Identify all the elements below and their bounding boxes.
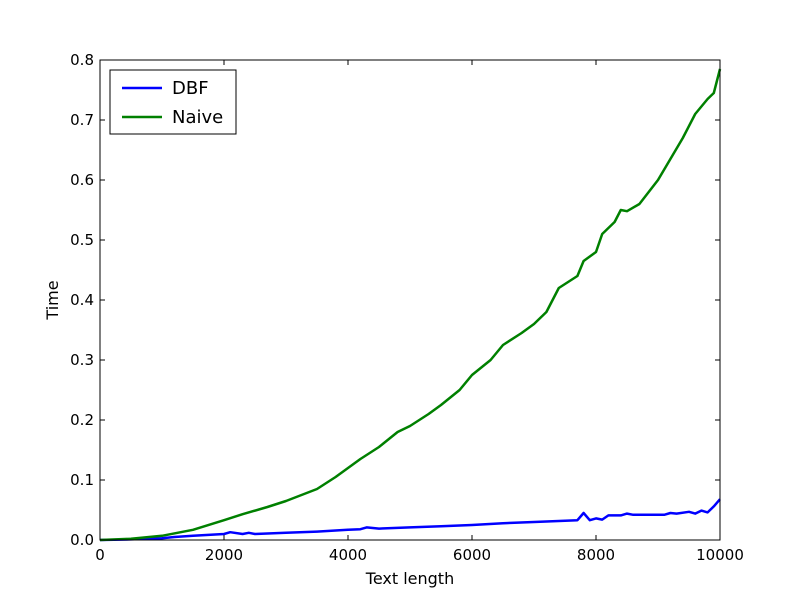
y-axis-title: Time xyxy=(43,280,62,320)
x-tick-label: 0 xyxy=(95,546,105,564)
series-line-naive xyxy=(99,68,722,542)
x-tick-label: 10000 xyxy=(696,546,744,564)
y-tick-label: 0.8 xyxy=(70,51,94,69)
x-axis-title: Text length xyxy=(365,569,454,588)
plot-frame xyxy=(99,59,721,541)
legend: DBF Naive xyxy=(109,69,237,135)
y-tick-label: 0.5 xyxy=(70,231,94,249)
legend-label-naive: Naive xyxy=(172,107,223,128)
legend-label-dbf: DBF xyxy=(172,78,209,99)
y-tick-label: 0.7 xyxy=(70,111,94,129)
series-line-dbf xyxy=(99,498,721,542)
y-tick-label: 0.3 xyxy=(70,351,94,369)
legend-box xyxy=(109,69,237,135)
y-tick-label: 0.0 xyxy=(70,531,94,549)
series-layer xyxy=(99,68,722,542)
x-tick-label: 8000 xyxy=(577,546,615,564)
y-tick-label: 0.4 xyxy=(70,291,94,309)
y-tick-label: 0.1 xyxy=(70,471,94,489)
x-tick-label: 2000 xyxy=(205,546,243,564)
y-tick-label: 0.2 xyxy=(70,411,94,429)
y-tick-label: 0.6 xyxy=(70,171,94,189)
x-tick-label: 6000 xyxy=(453,546,491,564)
plot-area xyxy=(100,60,720,540)
tick-layer: 0 2000 4000 6000 8000 10000 0.0 0.1 0.2 0.3 0.4 0.5… xyxy=(70,51,744,564)
x-tick-label: 4000 xyxy=(329,546,367,564)
